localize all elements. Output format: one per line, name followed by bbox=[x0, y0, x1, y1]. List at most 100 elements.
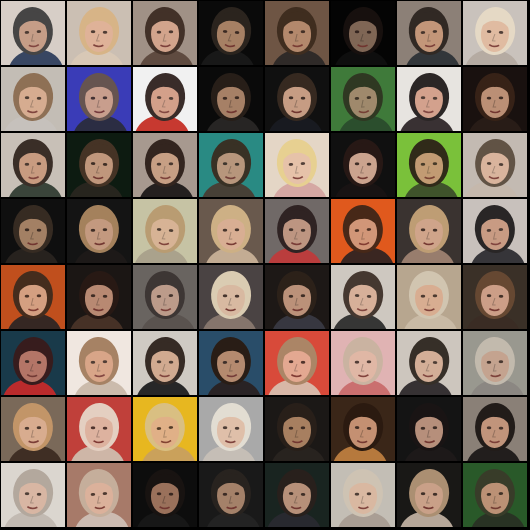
shoulders bbox=[399, 246, 456, 263]
shoulders bbox=[332, 312, 389, 329]
shoulders bbox=[267, 246, 323, 263]
face-thumbnail bbox=[67, 133, 131, 197]
nose bbox=[492, 99, 497, 108]
mouth bbox=[160, 307, 172, 312]
eye bbox=[498, 96, 504, 100]
eye bbox=[432, 228, 438, 232]
eye bbox=[354, 30, 360, 34]
mouth bbox=[27, 242, 38, 246]
eye bbox=[24, 228, 30, 232]
eye bbox=[222, 426, 228, 430]
face-image bbox=[1, 199, 65, 263]
nose bbox=[228, 363, 233, 372]
face-thumbnail bbox=[397, 199, 461, 263]
mouth bbox=[26, 373, 38, 378]
face-image bbox=[265, 397, 329, 461]
nose bbox=[492, 363, 497, 372]
face-thumbnail bbox=[331, 265, 395, 329]
shoulders bbox=[333, 180, 390, 197]
eye bbox=[420, 96, 426, 100]
face-thumbnail bbox=[199, 1, 263, 65]
eye bbox=[486, 229, 492, 232]
face-thumbnail bbox=[199, 397, 263, 461]
eye bbox=[486, 162, 492, 165]
face bbox=[19, 16, 48, 52]
mouth bbox=[490, 241, 502, 246]
eye bbox=[156, 228, 162, 231]
eye bbox=[288, 96, 294, 100]
face bbox=[348, 280, 377, 316]
hair-fringe bbox=[149, 11, 180, 30]
shoulders bbox=[403, 180, 459, 197]
eye bbox=[354, 426, 360, 429]
eye bbox=[36, 162, 42, 166]
mouth bbox=[92, 44, 104, 48]
face bbox=[85, 478, 114, 514]
face-image bbox=[67, 463, 131, 527]
hair-fringe bbox=[347, 209, 378, 229]
eye bbox=[288, 492, 294, 495]
eye bbox=[432, 492, 438, 496]
shoulders bbox=[201, 312, 258, 329]
face-thumbnail bbox=[133, 397, 197, 461]
mouth bbox=[94, 242, 106, 246]
eye bbox=[486, 294, 492, 298]
eye bbox=[36, 492, 42, 496]
face bbox=[18, 82, 47, 118]
face-thumbnail bbox=[1, 1, 65, 65]
face-thumbnail bbox=[67, 199, 131, 263]
face-thumbnail bbox=[397, 397, 461, 461]
face bbox=[349, 214, 378, 250]
face-image bbox=[199, 1, 263, 65]
face bbox=[217, 82, 246, 118]
face bbox=[150, 214, 179, 250]
hair-fringe bbox=[413, 275, 444, 294]
nose bbox=[293, 231, 298, 240]
face bbox=[84, 412, 113, 448]
face-image bbox=[331, 199, 395, 263]
mouth bbox=[28, 176, 40, 180]
face-image bbox=[463, 1, 527, 65]
hair-fringe bbox=[215, 209, 246, 228]
nose bbox=[30, 165, 35, 174]
shoulders bbox=[69, 444, 126, 461]
face-thumbnail bbox=[133, 1, 197, 65]
shoulders bbox=[3, 246, 60, 263]
shoulders bbox=[464, 48, 521, 65]
eye bbox=[24, 426, 30, 430]
hair-fringe bbox=[479, 341, 510, 360]
eye bbox=[288, 360, 294, 364]
face bbox=[216, 16, 245, 52]
mouth bbox=[489, 110, 501, 114]
eye bbox=[432, 96, 438, 100]
hair-fringe bbox=[414, 473, 445, 492]
eye bbox=[168, 360, 174, 364]
face-image bbox=[1, 463, 65, 527]
nose bbox=[492, 495, 497, 504]
eye bbox=[486, 30, 492, 33]
hair-fringe bbox=[84, 275, 115, 294]
nose bbox=[360, 495, 365, 504]
eye bbox=[498, 31, 504, 34]
shoulders bbox=[266, 510, 323, 527]
face bbox=[348, 16, 377, 52]
eye bbox=[156, 427, 162, 430]
face-thumbnail bbox=[397, 463, 461, 527]
mouth bbox=[226, 506, 238, 510]
face-image bbox=[67, 67, 131, 131]
mouth bbox=[422, 506, 434, 510]
mouth bbox=[226, 242, 237, 246]
shoulders bbox=[397, 378, 454, 395]
shoulders bbox=[205, 378, 262, 395]
hair-fringe bbox=[413, 407, 444, 426]
eye bbox=[90, 426, 96, 430]
eye bbox=[156, 30, 162, 34]
face bbox=[19, 148, 48, 184]
hair-fringe bbox=[480, 275, 511, 294]
face-image bbox=[331, 463, 395, 527]
eye bbox=[300, 493, 306, 496]
eye bbox=[486, 360, 492, 364]
eye bbox=[102, 360, 108, 364]
face-thumbnail bbox=[133, 463, 197, 527]
face-thumbnail bbox=[463, 67, 527, 131]
